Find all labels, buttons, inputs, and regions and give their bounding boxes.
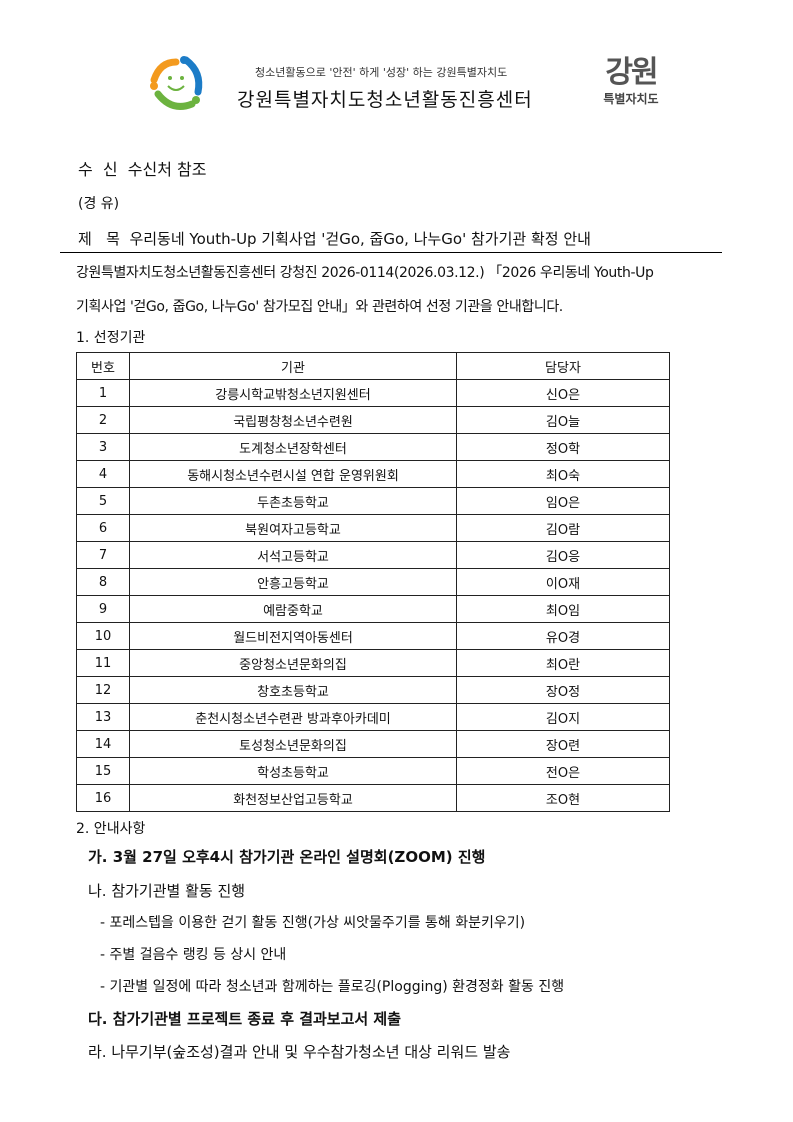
notice-item: - 포레스텝을 이용한 걷기 활동 진행(가상 씨앗물주기를 통해 화분키우기) xyxy=(100,915,526,931)
cell-institution: 월드비전지역아동센터 xyxy=(129,622,457,650)
table-row: 4 동해시청소년수련시설 연합 운영위원회 최O숙 xyxy=(76,460,670,488)
recipient-line: 수 신 수신처 참조 xyxy=(78,160,207,179)
table-row: 10 월드비전지역아동센터 유O경 xyxy=(76,622,670,650)
cell-manager: 조O현 xyxy=(456,784,670,812)
cell-number: 1 xyxy=(76,379,130,407)
notice-item: 라. 나무기부(숲조성)결과 안내 및 우수참가청소년 대상 리워드 발송 xyxy=(88,1043,511,1061)
col-header-manager: 담당자 xyxy=(456,352,670,380)
table-row: 13 춘천시청소년수련관 방과후아카데미 김O지 xyxy=(76,703,670,731)
cell-number: 8 xyxy=(76,568,130,596)
cell-institution: 학성초등학교 xyxy=(129,757,457,785)
cell-institution: 서석고등학교 xyxy=(129,541,457,569)
table-row: 8 안흥고등학교 이O재 xyxy=(76,568,670,596)
cell-institution: 토성청소년문화의집 xyxy=(129,730,457,758)
divider xyxy=(60,252,722,253)
intro-text-line2: 기획사업 '걷Go, 줍Go, 나누Go' 참가모집 안내」와 관련하여 선정 … xyxy=(76,299,563,315)
cell-number: 16 xyxy=(76,784,130,812)
cell-manager: 유O경 xyxy=(456,622,670,650)
cell-institution: 강릉시학교밖청소년지원센터 xyxy=(129,379,457,407)
cell-institution: 두촌초등학교 xyxy=(129,487,457,515)
cell-manager: 최O임 xyxy=(456,595,670,623)
cell-number: 3 xyxy=(76,433,130,461)
notice-item: 다. 참가기관별 프로젝트 종료 후 결과보고서 제출 xyxy=(88,1010,402,1028)
subject-line: 제 목 우리동네 Youth-Up 기획사업 '걷Go, 줍Go, 나누Go' … xyxy=(78,230,591,248)
gangwon-logo-main: 강원 xyxy=(605,55,658,90)
table-row: 16 화천정보산업고등학교 조O현 xyxy=(76,784,670,812)
youth-center-logo xyxy=(150,56,203,110)
notice-item: 나. 참가기관별 활동 진행 xyxy=(88,882,246,900)
notice-item: - 주별 걸음수 랭킹 등 상시 안내 xyxy=(100,947,287,963)
cell-manager: 최O란 xyxy=(456,649,670,677)
col-header-institution: 기관 xyxy=(129,352,457,380)
cell-institution: 창호초등학교 xyxy=(129,676,457,704)
table-row: 12 창호초등학교 장O정 xyxy=(76,676,670,704)
cell-institution: 중앙청소년문화의집 xyxy=(129,649,457,677)
cell-institution: 국립평창청소년수련원 xyxy=(129,406,457,434)
cell-manager: 김O늘 xyxy=(456,406,670,434)
cell-institution: 동해시청소년수련시설 연합 운영위원회 xyxy=(129,460,457,488)
cell-manager: 임O은 xyxy=(456,487,670,515)
cell-number: 14 xyxy=(76,730,130,758)
organization-name: 강원특별자치도청소년활동진흥센터 xyxy=(237,89,533,111)
gangwon-logo-sub: 특별자치도 xyxy=(603,92,659,106)
cell-manager: 최O숙 xyxy=(456,460,670,488)
cell-number: 12 xyxy=(76,676,130,704)
table-row: 7 서석고등학교 김O응 xyxy=(76,541,670,569)
cell-number: 13 xyxy=(76,703,130,731)
cell-institution: 도계청소년장학센터 xyxy=(129,433,457,461)
table-row: 15 학성초등학교 전O은 xyxy=(76,757,670,785)
slogan: 청소년활동으로 '안전' 하게 '성장' 하는 강원특별자치도 xyxy=(255,66,508,79)
cell-institution: 안흥고등학교 xyxy=(129,568,457,596)
cell-institution: 예람중학교 xyxy=(129,595,457,623)
cell-number: 2 xyxy=(76,406,130,434)
cell-manager: 김O응 xyxy=(456,541,670,569)
cell-number: 7 xyxy=(76,541,130,569)
table-row: 11 중앙청소년문화의집 최O란 xyxy=(76,649,670,677)
cell-manager: 신O은 xyxy=(456,379,670,407)
table-row: 3 도계청소년장학센터 정O학 xyxy=(76,433,670,461)
cell-manager: 김O람 xyxy=(456,514,670,542)
table-row: 9 예람중학교 최O임 xyxy=(76,595,670,623)
table-row: 2 국립평창청소년수련원 김O늘 xyxy=(76,406,670,434)
cell-institution: 춘천시청소년수련관 방과후아카데미 xyxy=(129,703,457,731)
cell-manager: 정O학 xyxy=(456,433,670,461)
notice-item: - 기관별 일정에 따라 청소년과 함께하는 플로깅(Plogging) 환경정… xyxy=(100,979,565,995)
table-row: 1 강릉시학교밖청소년지원센터 신O은 xyxy=(76,379,670,407)
cell-manager: 전O은 xyxy=(456,757,670,785)
intro-text-line1: 강원특별자치도청소년활동진흥센터 강청진 2026-0114(2026.03.1… xyxy=(76,265,654,281)
via-line: (경 유) xyxy=(78,196,120,212)
cell-number: 6 xyxy=(76,514,130,542)
cell-institution: 북원여자고등학교 xyxy=(129,514,457,542)
cell-manager: 이O재 xyxy=(456,568,670,596)
section-heading-notices: 2. 안내사항 xyxy=(76,821,146,837)
cell-manager: 장O련 xyxy=(456,730,670,758)
cell-manager: 장O정 xyxy=(456,676,670,704)
notice-item: 가. 3월 27일 오후4시 참가기관 온라인 설명회(ZOOM) 진행 xyxy=(88,848,486,866)
table-row: 14 토성청소년문화의집 장O련 xyxy=(76,730,670,758)
cell-number: 4 xyxy=(76,460,130,488)
cell-institution: 화천정보산업고등학교 xyxy=(129,784,457,812)
table-row: 6 북원여자고등학교 김O람 xyxy=(76,514,670,542)
col-header-number: 번호 xyxy=(76,352,130,380)
selected-institutions-table: 번호 기관 담당자 1 강릉시학교밖청소년지원센터 신O은 2 국립평창청소년수련원 김O… xyxy=(76,352,670,812)
cell-number: 11 xyxy=(76,649,130,677)
table-row: 5 두촌초등학교 임O은 xyxy=(76,487,670,515)
cell-manager: 김O지 xyxy=(456,703,670,731)
cell-number: 15 xyxy=(76,757,130,785)
gangwon-logo: 강원 특별자치도 xyxy=(596,56,666,120)
cell-number: 9 xyxy=(76,595,130,623)
cell-number: 5 xyxy=(76,487,130,515)
section-heading-selected: 1. 선정기관 xyxy=(76,330,146,346)
cell-number: 10 xyxy=(76,622,130,650)
